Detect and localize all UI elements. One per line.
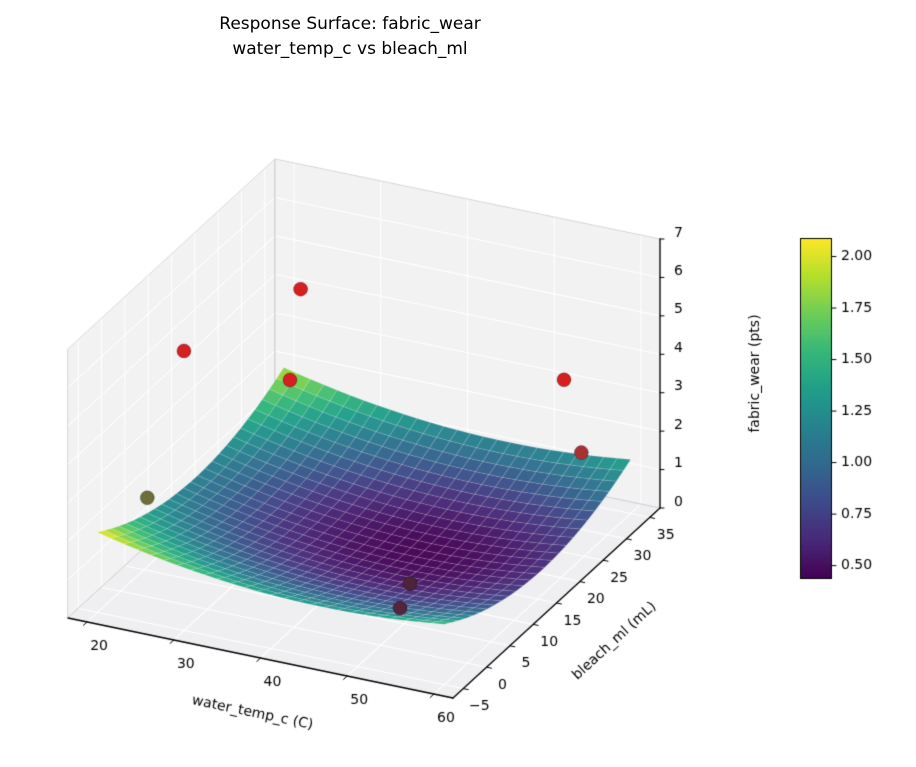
surface-plot-canvas: [0, 0, 916, 767]
figure: Response Surface: fabric_wear water_temp…: [0, 0, 916, 767]
